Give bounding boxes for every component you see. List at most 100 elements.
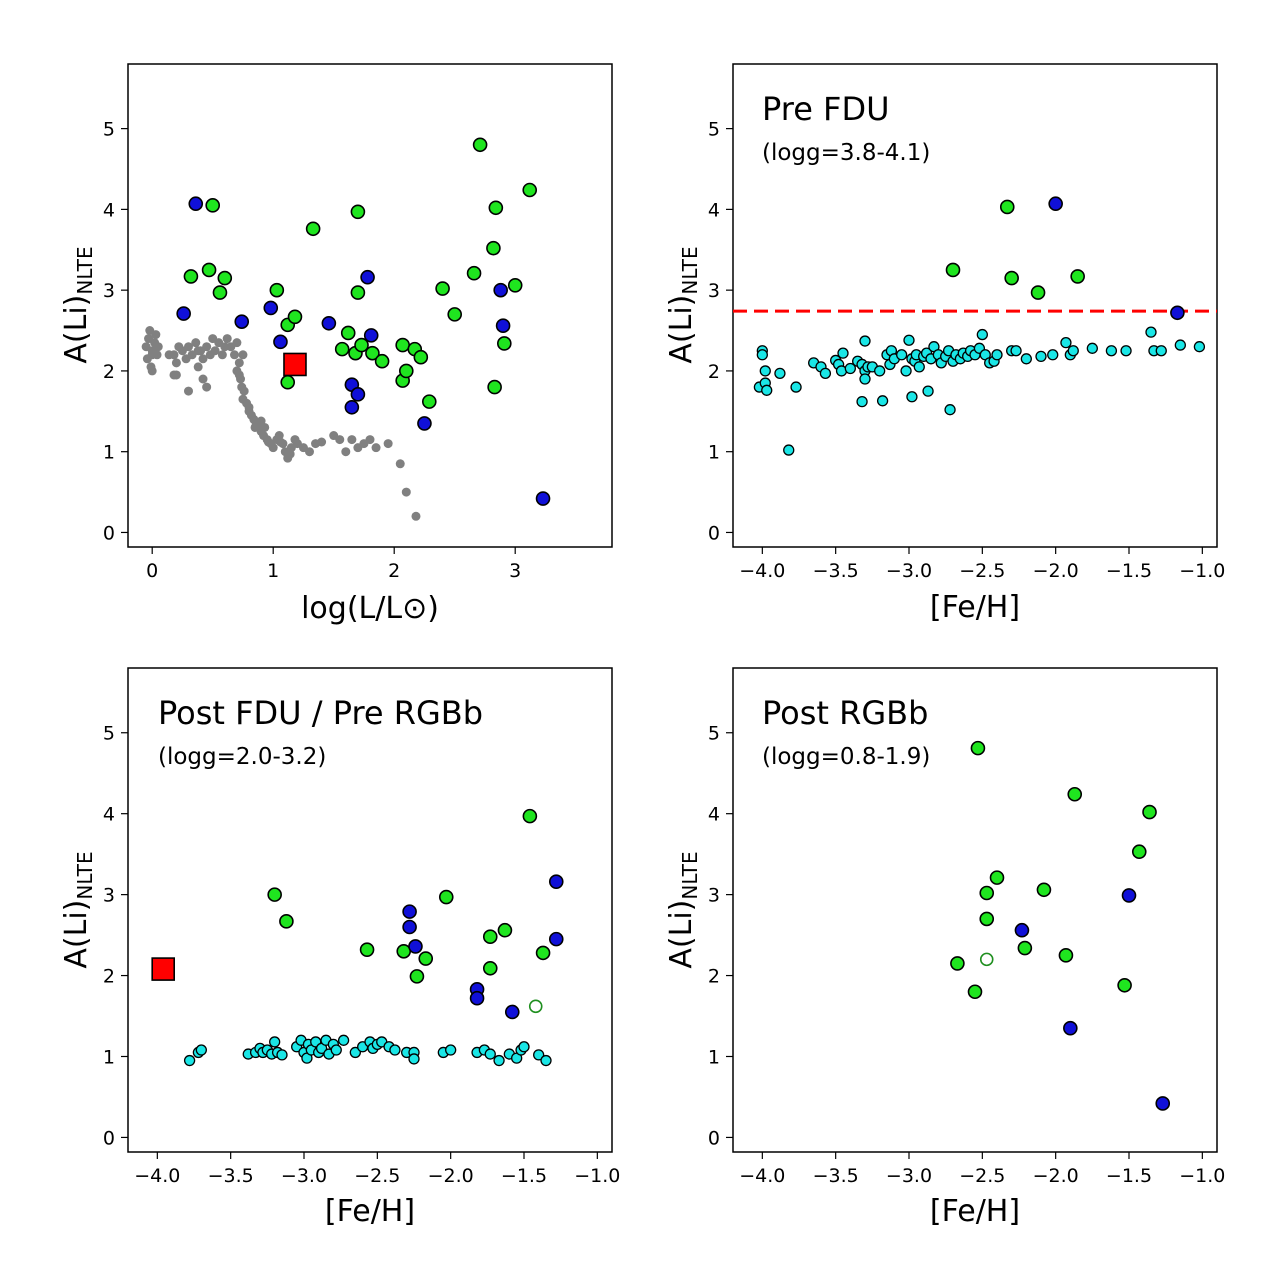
panel-subtitle: (logg=2.0-3.2) bbox=[158, 744, 326, 770]
plot-frame bbox=[732, 667, 1218, 1153]
blue-point bbox=[548, 931, 564, 947]
cyan-point bbox=[445, 1044, 457, 1056]
blue-point bbox=[350, 387, 366, 402]
green-point bbox=[488, 200, 504, 216]
cyan-point bbox=[1174, 339, 1186, 351]
y-tick-label: 0 bbox=[103, 522, 115, 544]
blue-point bbox=[469, 990, 485, 1006]
data-marks bbox=[151, 808, 564, 1067]
cyan-point bbox=[790, 381, 802, 393]
y-tick-label: 2 bbox=[708, 361, 720, 383]
grey-point bbox=[229, 350, 239, 360]
cyan-point bbox=[900, 365, 912, 377]
y-tick-label: 4 bbox=[103, 804, 115, 826]
red-square-point bbox=[283, 352, 307, 377]
x-tick-label: 3 bbox=[509, 560, 521, 582]
green-point bbox=[486, 240, 501, 256]
blue-point bbox=[1155, 1096, 1171, 1111]
plot-frame bbox=[127, 667, 613, 1153]
y-tick-label: 1 bbox=[103, 1046, 115, 1068]
panel-subtitle: (logg=3.8-4.1) bbox=[762, 140, 930, 166]
y-tick-label: 3 bbox=[708, 885, 720, 907]
green-point bbox=[340, 325, 356, 341]
blue-point bbox=[408, 939, 423, 954]
green-point bbox=[482, 960, 498, 976]
y-tick-label: 0 bbox=[103, 1127, 115, 1149]
green-point bbox=[409, 969, 425, 984]
blue-point bbox=[402, 919, 417, 935]
cyan-point bbox=[540, 1054, 552, 1067]
green-point bbox=[413, 349, 429, 365]
green-point bbox=[522, 808, 538, 824]
y-axis-label-main: A(Li) bbox=[59, 900, 94, 969]
cyan-point bbox=[1105, 345, 1118, 357]
grey-point bbox=[164, 350, 174, 360]
cyan-point bbox=[1067, 345, 1079, 357]
x-tick-label: −4.0 bbox=[739, 1165, 785, 1187]
cyan-point bbox=[976, 328, 988, 341]
cyan-point bbox=[533, 1049, 545, 1061]
cyan-point bbox=[337, 1034, 350, 1046]
green-point bbox=[365, 345, 380, 361]
green-point bbox=[1067, 786, 1083, 802]
cyan-point bbox=[1193, 341, 1206, 353]
red-square-point bbox=[151, 957, 175, 981]
blue-point bbox=[535, 491, 551, 506]
grey-point bbox=[152, 350, 162, 360]
plot-frame bbox=[732, 63, 1218, 548]
grey-point bbox=[244, 406, 254, 416]
green-point bbox=[305, 221, 321, 237]
grey-point bbox=[317, 437, 327, 447]
blue-point bbox=[273, 334, 288, 350]
green-point bbox=[374, 353, 390, 369]
grey-point bbox=[335, 435, 345, 445]
grey-point bbox=[395, 459, 405, 469]
green-point bbox=[1117, 977, 1132, 993]
y-tick-label: 4 bbox=[103, 199, 115, 221]
green-point bbox=[1070, 269, 1085, 284]
y-tick-label: 4 bbox=[708, 199, 720, 221]
x-tick-label: −1.5 bbox=[501, 1165, 547, 1187]
green-point bbox=[482, 929, 498, 945]
green-point bbox=[466, 265, 482, 281]
x-tick-label: −2.5 bbox=[959, 560, 1005, 582]
y-tick-label: 1 bbox=[708, 442, 720, 464]
grey-point bbox=[202, 342, 212, 352]
cyan-point bbox=[1086, 342, 1098, 354]
x-tick-label: −2.5 bbox=[959, 1165, 1005, 1187]
x-tick-label: −2.0 bbox=[1033, 560, 1079, 582]
cyan-point bbox=[896, 349, 908, 361]
grey-point bbox=[210, 346, 220, 356]
open-green-point bbox=[528, 999, 543, 1014]
cyan-point bbox=[276, 1049, 288, 1061]
cyan-point bbox=[913, 361, 925, 373]
blue-point bbox=[402, 904, 417, 919]
axes: −4.0 −3.5 −3.0 −2.5 −2.0 −1.5 −1.0 0 1 2 3 4 5 bbox=[103, 723, 620, 1187]
data-marks bbox=[950, 740, 1171, 1111]
panel-title: Pre FDU bbox=[762, 90, 890, 128]
green-point bbox=[979, 885, 995, 901]
cyan-point bbox=[903, 334, 915, 346]
x-axis-label: log(L/L⊙) bbox=[301, 591, 439, 626]
green-point bbox=[212, 285, 228, 300]
x-tick-label: −3.0 bbox=[886, 1165, 932, 1187]
green-point bbox=[1142, 804, 1157, 820]
plot-frame bbox=[127, 63, 613, 548]
grey-point bbox=[202, 382, 212, 392]
blue-point bbox=[1048, 196, 1063, 212]
green-point bbox=[205, 198, 220, 213]
x-axis-label: [Fe/H] bbox=[930, 590, 1020, 625]
grey-point bbox=[193, 362, 203, 372]
green-point bbox=[1017, 940, 1033, 956]
data-marks bbox=[141, 137, 551, 521]
blue-point bbox=[360, 269, 375, 285]
y-axis-label: A(Li)NLTE bbox=[59, 246, 97, 363]
grey-point bbox=[153, 342, 163, 352]
cyan-point bbox=[1020, 353, 1032, 365]
y-tick-label: 2 bbox=[103, 966, 115, 988]
blue-point bbox=[548, 874, 564, 889]
blue-point bbox=[263, 300, 279, 316]
cyan-point bbox=[518, 1041, 530, 1053]
panel-title: Post FDU / Pre RGBb bbox=[158, 694, 483, 732]
green-point bbox=[522, 182, 538, 198]
